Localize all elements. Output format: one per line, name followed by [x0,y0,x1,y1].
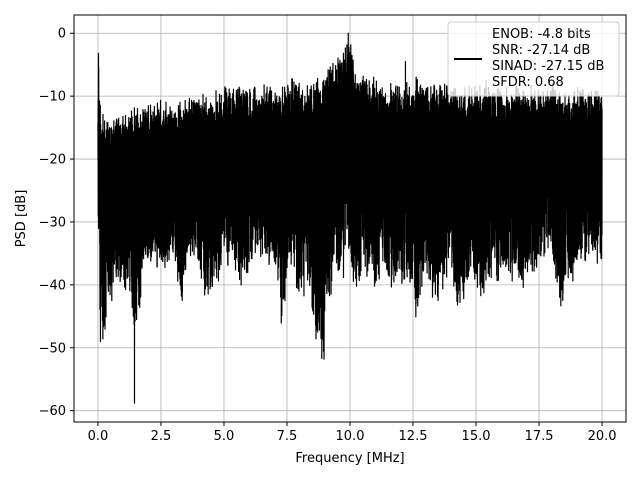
y-tick-label: −60 [39,404,66,419]
y-tick-label: −20 [39,153,66,168]
x-axis-label: Frequency [MHz] [295,451,404,466]
x-axis-ticks: 0.0 2.5 5.0 7.5 10.0 12.5 15.0 17.5 20.0 [88,422,617,444]
legend-entry-snr: SNR: -27.14 dB [492,43,590,58]
x-tick-label: 20.0 [588,429,617,444]
psd-series-line [97,32,603,404]
x-tick-label: 15.0 [462,429,491,444]
y-axis-label: PSD [dB] [14,190,29,248]
x-tick-label: 10.0 [336,429,365,444]
series-layer [97,32,603,404]
x-tick-label: 12.5 [399,429,428,444]
y-tick-label: 0 [58,27,66,42]
x-tick-label: 2.5 [151,429,172,444]
legend: ENOB: -4.8 bits SNR: -27.14 dB SINAD: -2… [447,21,620,97]
x-tick-label: 17.5 [525,429,554,444]
y-tick-label: −50 [39,341,66,356]
legend-box [447,21,620,97]
x-tick-label: 5.0 [214,429,235,444]
y-tick-label: −40 [39,278,66,293]
legend-entry-sinad: SINAD: -27.15 dB [492,59,604,74]
y-tick-label: −30 [39,215,66,230]
y-tick-label: −10 [39,90,66,105]
x-tick-label: 7.5 [277,429,298,444]
y-axis-ticks: 0 −10 −20 −30 −40 −50 −60 [39,27,74,419]
x-tick-label: 0.0 [88,429,109,444]
legend-entry-sfdr: SFDR: 0.68 [492,75,564,90]
legend-entry-enob: ENOB: -4.8 bits [492,27,591,42]
